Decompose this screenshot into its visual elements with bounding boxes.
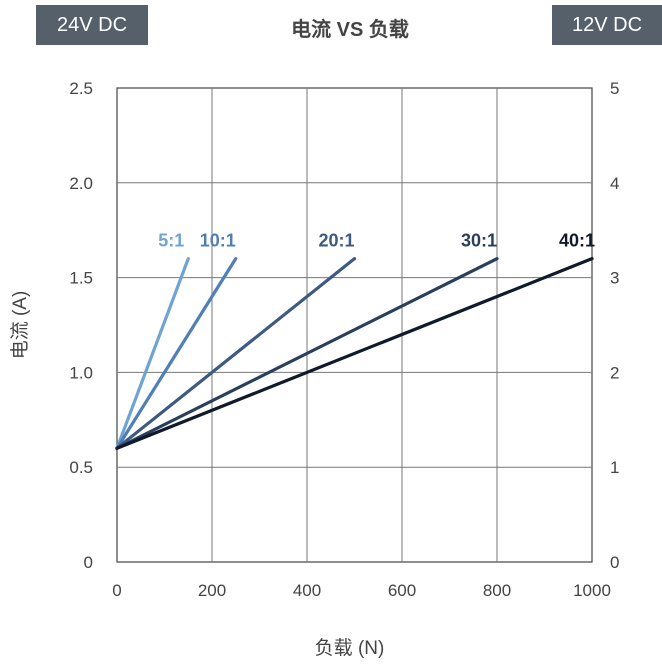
series-label: 40:1 xyxy=(559,231,595,251)
voltage-badge-12v: 12V DC xyxy=(552,5,662,45)
voltage-badge-24v: 24V DC xyxy=(36,5,148,45)
series-label: 10:1 xyxy=(200,231,236,251)
series-line xyxy=(115,257,238,450)
x-tick-label: 400 xyxy=(293,581,321,600)
series-label: 5:1 xyxy=(158,231,184,251)
y-tick-label-left: 2.5 xyxy=(69,79,93,98)
y-tick-label-left: 2.0 xyxy=(69,174,93,193)
x-tick-label: 800 xyxy=(483,581,511,600)
series-line xyxy=(115,257,190,450)
y-tick-label-right: 5 xyxy=(610,79,619,98)
y-tick-label-left: 1.5 xyxy=(69,269,93,288)
plot-frame xyxy=(116,87,593,563)
series-label: 30:1 xyxy=(461,231,497,251)
y-tick-label-right: 0 xyxy=(610,553,619,572)
x-tick-label: 200 xyxy=(198,581,226,600)
chart-title: 电流 VS 负载 xyxy=(291,19,409,41)
y-tick-label-left: 0.5 xyxy=(69,458,93,477)
y-tick-label-right: 1 xyxy=(610,458,619,477)
series-line xyxy=(115,257,499,450)
y-tick-label-right: 2 xyxy=(610,363,619,382)
y-axis-label: 电流 (A) xyxy=(9,291,31,360)
x-tick-label: 600 xyxy=(388,581,416,600)
y-tick-label-right: 4 xyxy=(610,174,619,193)
series-label: 20:1 xyxy=(318,231,354,251)
x-tick-label: 1000 xyxy=(573,581,611,600)
series-line xyxy=(115,257,357,450)
y-tick-label-right: 3 xyxy=(610,269,619,288)
y-tick-label-left: 0 xyxy=(84,553,93,572)
y-tick-label-left: 1.0 xyxy=(69,363,93,382)
x-tick-label: 0 xyxy=(112,581,121,600)
series-line xyxy=(115,257,594,450)
x-axis-label: 负载 (N) xyxy=(315,637,385,659)
